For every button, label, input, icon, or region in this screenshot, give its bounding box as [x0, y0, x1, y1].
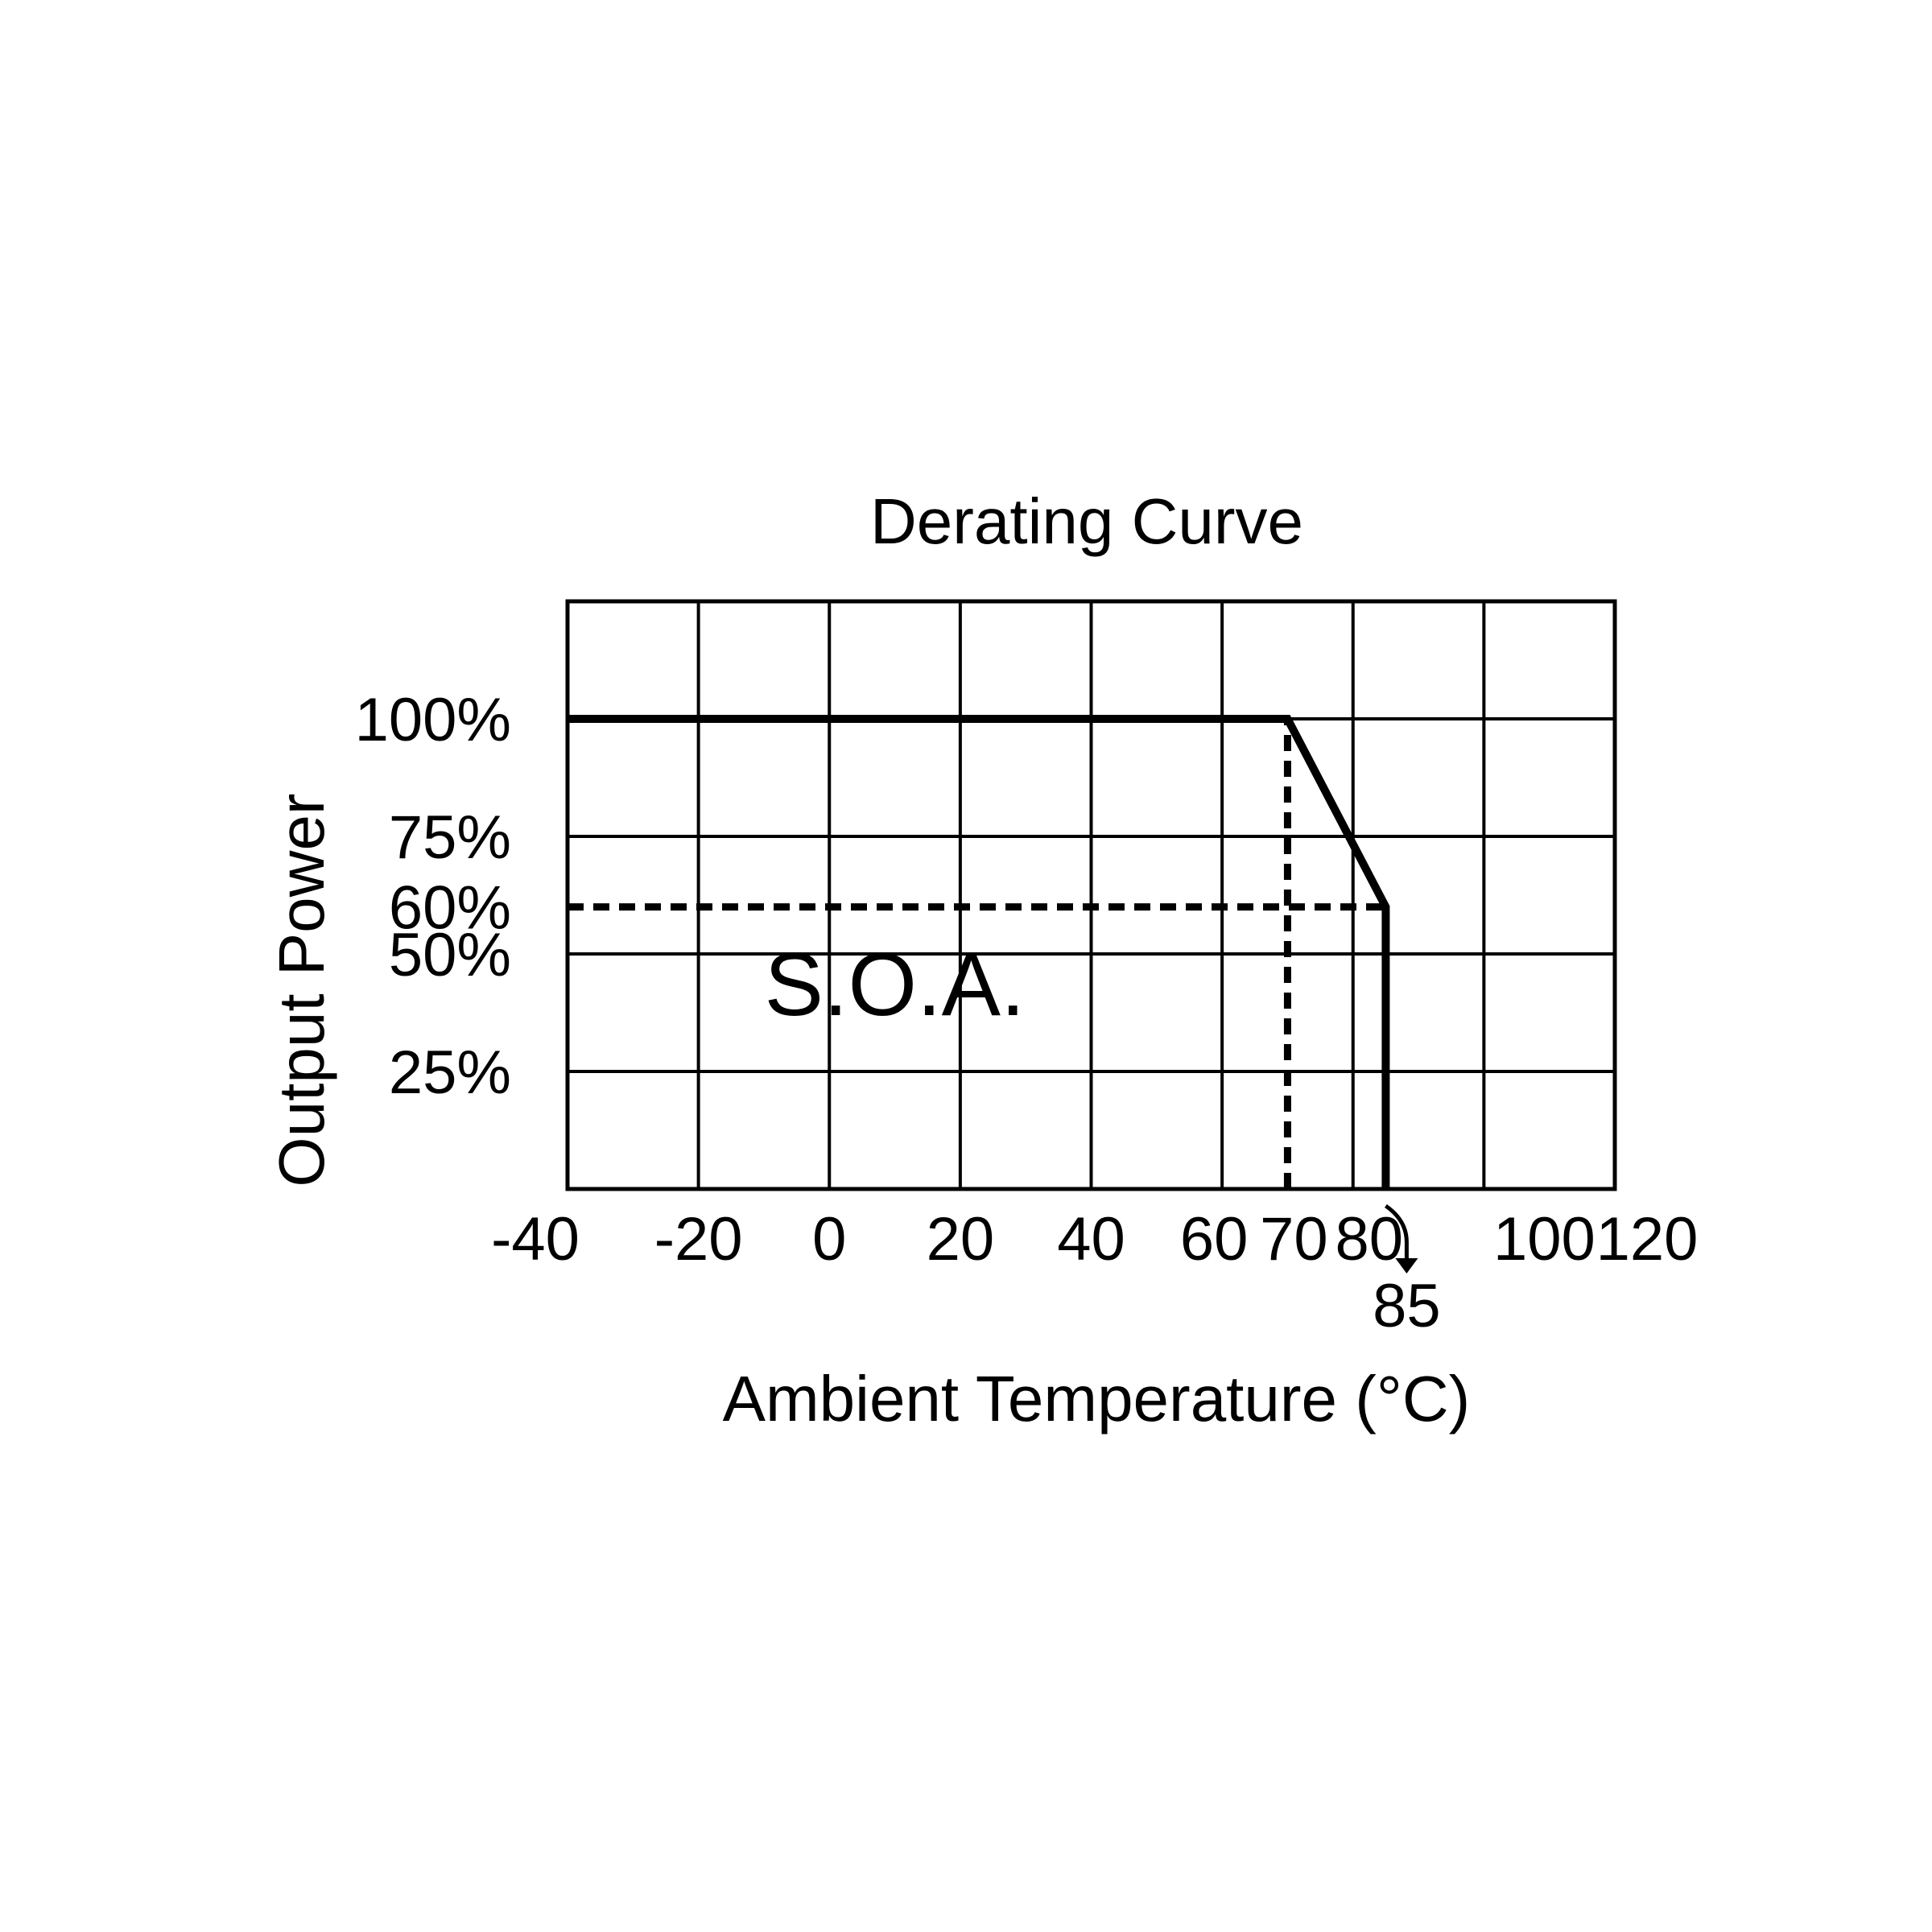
x-tick-label: -20 — [654, 1205, 743, 1274]
x-axis-title: Ambient Temperature (°C) — [723, 1363, 1471, 1435]
arrowhead-icon — [1395, 1258, 1418, 1274]
x-tick-label: 0 — [812, 1205, 846, 1274]
x-tick-labels: -40 -20 0 20 40 60 70 80 100 120 — [491, 1205, 1698, 1274]
plot-grid — [565, 599, 1617, 1191]
pointer-arrow-icon — [1384, 1203, 1409, 1266]
x-tick-label: 120 — [1596, 1205, 1699, 1274]
soa-label: S.O.A. — [765, 935, 1026, 1034]
x-tick-label: -40 — [491, 1205, 580, 1274]
y-tick-labels: 100% 75%60%50% 25% — [355, 686, 511, 1107]
series-line — [568, 715, 1390, 1189]
x-marker-label: 85 — [1373, 1272, 1441, 1340]
derating-series — [568, 715, 1390, 1189]
annotations: S.O.A. 85 — [765, 935, 1441, 1340]
y-tick-label: 60% — [389, 874, 511, 943]
chart-title: Derating Curve — [870, 485, 1303, 557]
y-tick-label: 50% — [389, 921, 511, 989]
plot-frame — [565, 599, 1617, 1191]
x-tick-label: 20 — [927, 1205, 995, 1274]
x-tick-label: 60 — [1180, 1205, 1249, 1274]
y-tick-label: 25% — [389, 1038, 511, 1107]
x-tick-label: 40 — [1057, 1205, 1125, 1274]
y-axis-title: Output Power — [266, 793, 337, 1187]
y-tick-label: 75% — [389, 803, 511, 872]
x-tick-label: 80 — [1335, 1205, 1403, 1274]
reference-lines — [568, 719, 1386, 1189]
y-tick-label: 100% — [355, 686, 511, 754]
x-tick-label: 70 — [1260, 1205, 1328, 1274]
x-tick-label: 100 — [1493, 1205, 1596, 1274]
